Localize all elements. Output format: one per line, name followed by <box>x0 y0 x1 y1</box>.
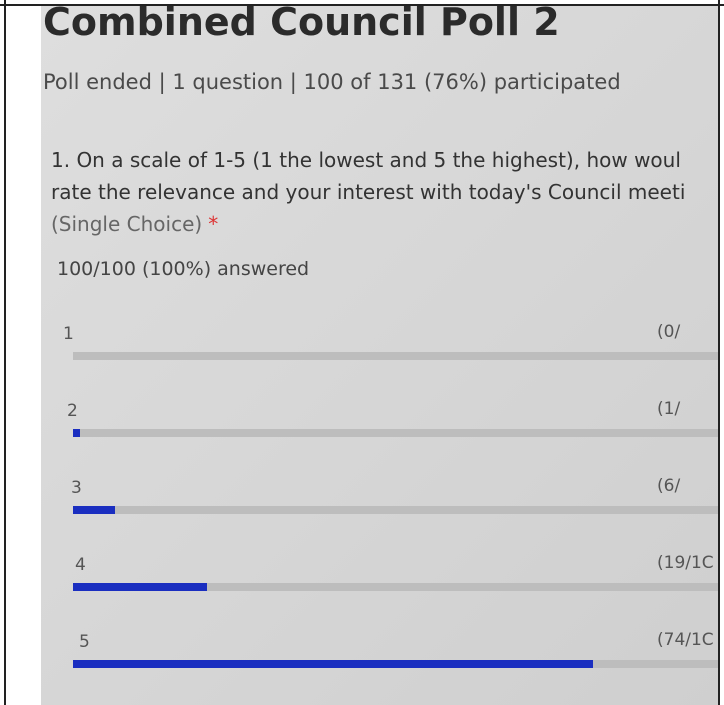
question-text: rate the relevance and your interest wit… <box>51 180 685 204</box>
option-bar <box>73 506 115 514</box>
option-count: (1/ <box>657 399 680 419</box>
answered-count: 100/100 (100%) answered <box>57 258 309 280</box>
poll-title: Combined Council Poll 2 <box>43 6 560 44</box>
poll-meta: Poll ended | 1 question | 100 of 131 (76… <box>43 70 621 94</box>
option-track <box>73 352 718 360</box>
option-track <box>73 506 718 514</box>
option-bar <box>73 583 207 591</box>
option-label: 5 <box>79 632 90 652</box>
required-mark: * <box>208 212 218 236</box>
question-type: (Single Choice) <box>51 212 202 236</box>
option-label: 1 <box>63 324 74 344</box>
option-bar <box>73 429 80 437</box>
option-count: (19/1C <box>657 553 714 573</box>
option-label: 4 <box>75 555 86 575</box>
question-type-row: (Single Choice)* <box>51 212 218 236</box>
option-label: 3 <box>71 478 82 498</box>
option-count: (6/ <box>657 476 680 496</box>
option-count: (74/1C <box>657 630 714 650</box>
poll-screen: Combined Council Poll 2 Poll ended | 1 q… <box>41 6 718 705</box>
option-count: (0/ <box>657 322 680 342</box>
option-bar <box>73 660 593 668</box>
page: Combined Council Poll 2 Poll ended | 1 q… <box>0 0 724 705</box>
border <box>718 0 720 705</box>
border <box>4 0 6 705</box>
question-text: 1. On a scale of 1-5 (1 the lowest and 5… <box>51 148 681 172</box>
option-track <box>73 429 718 437</box>
option-label: 2 <box>67 401 78 421</box>
